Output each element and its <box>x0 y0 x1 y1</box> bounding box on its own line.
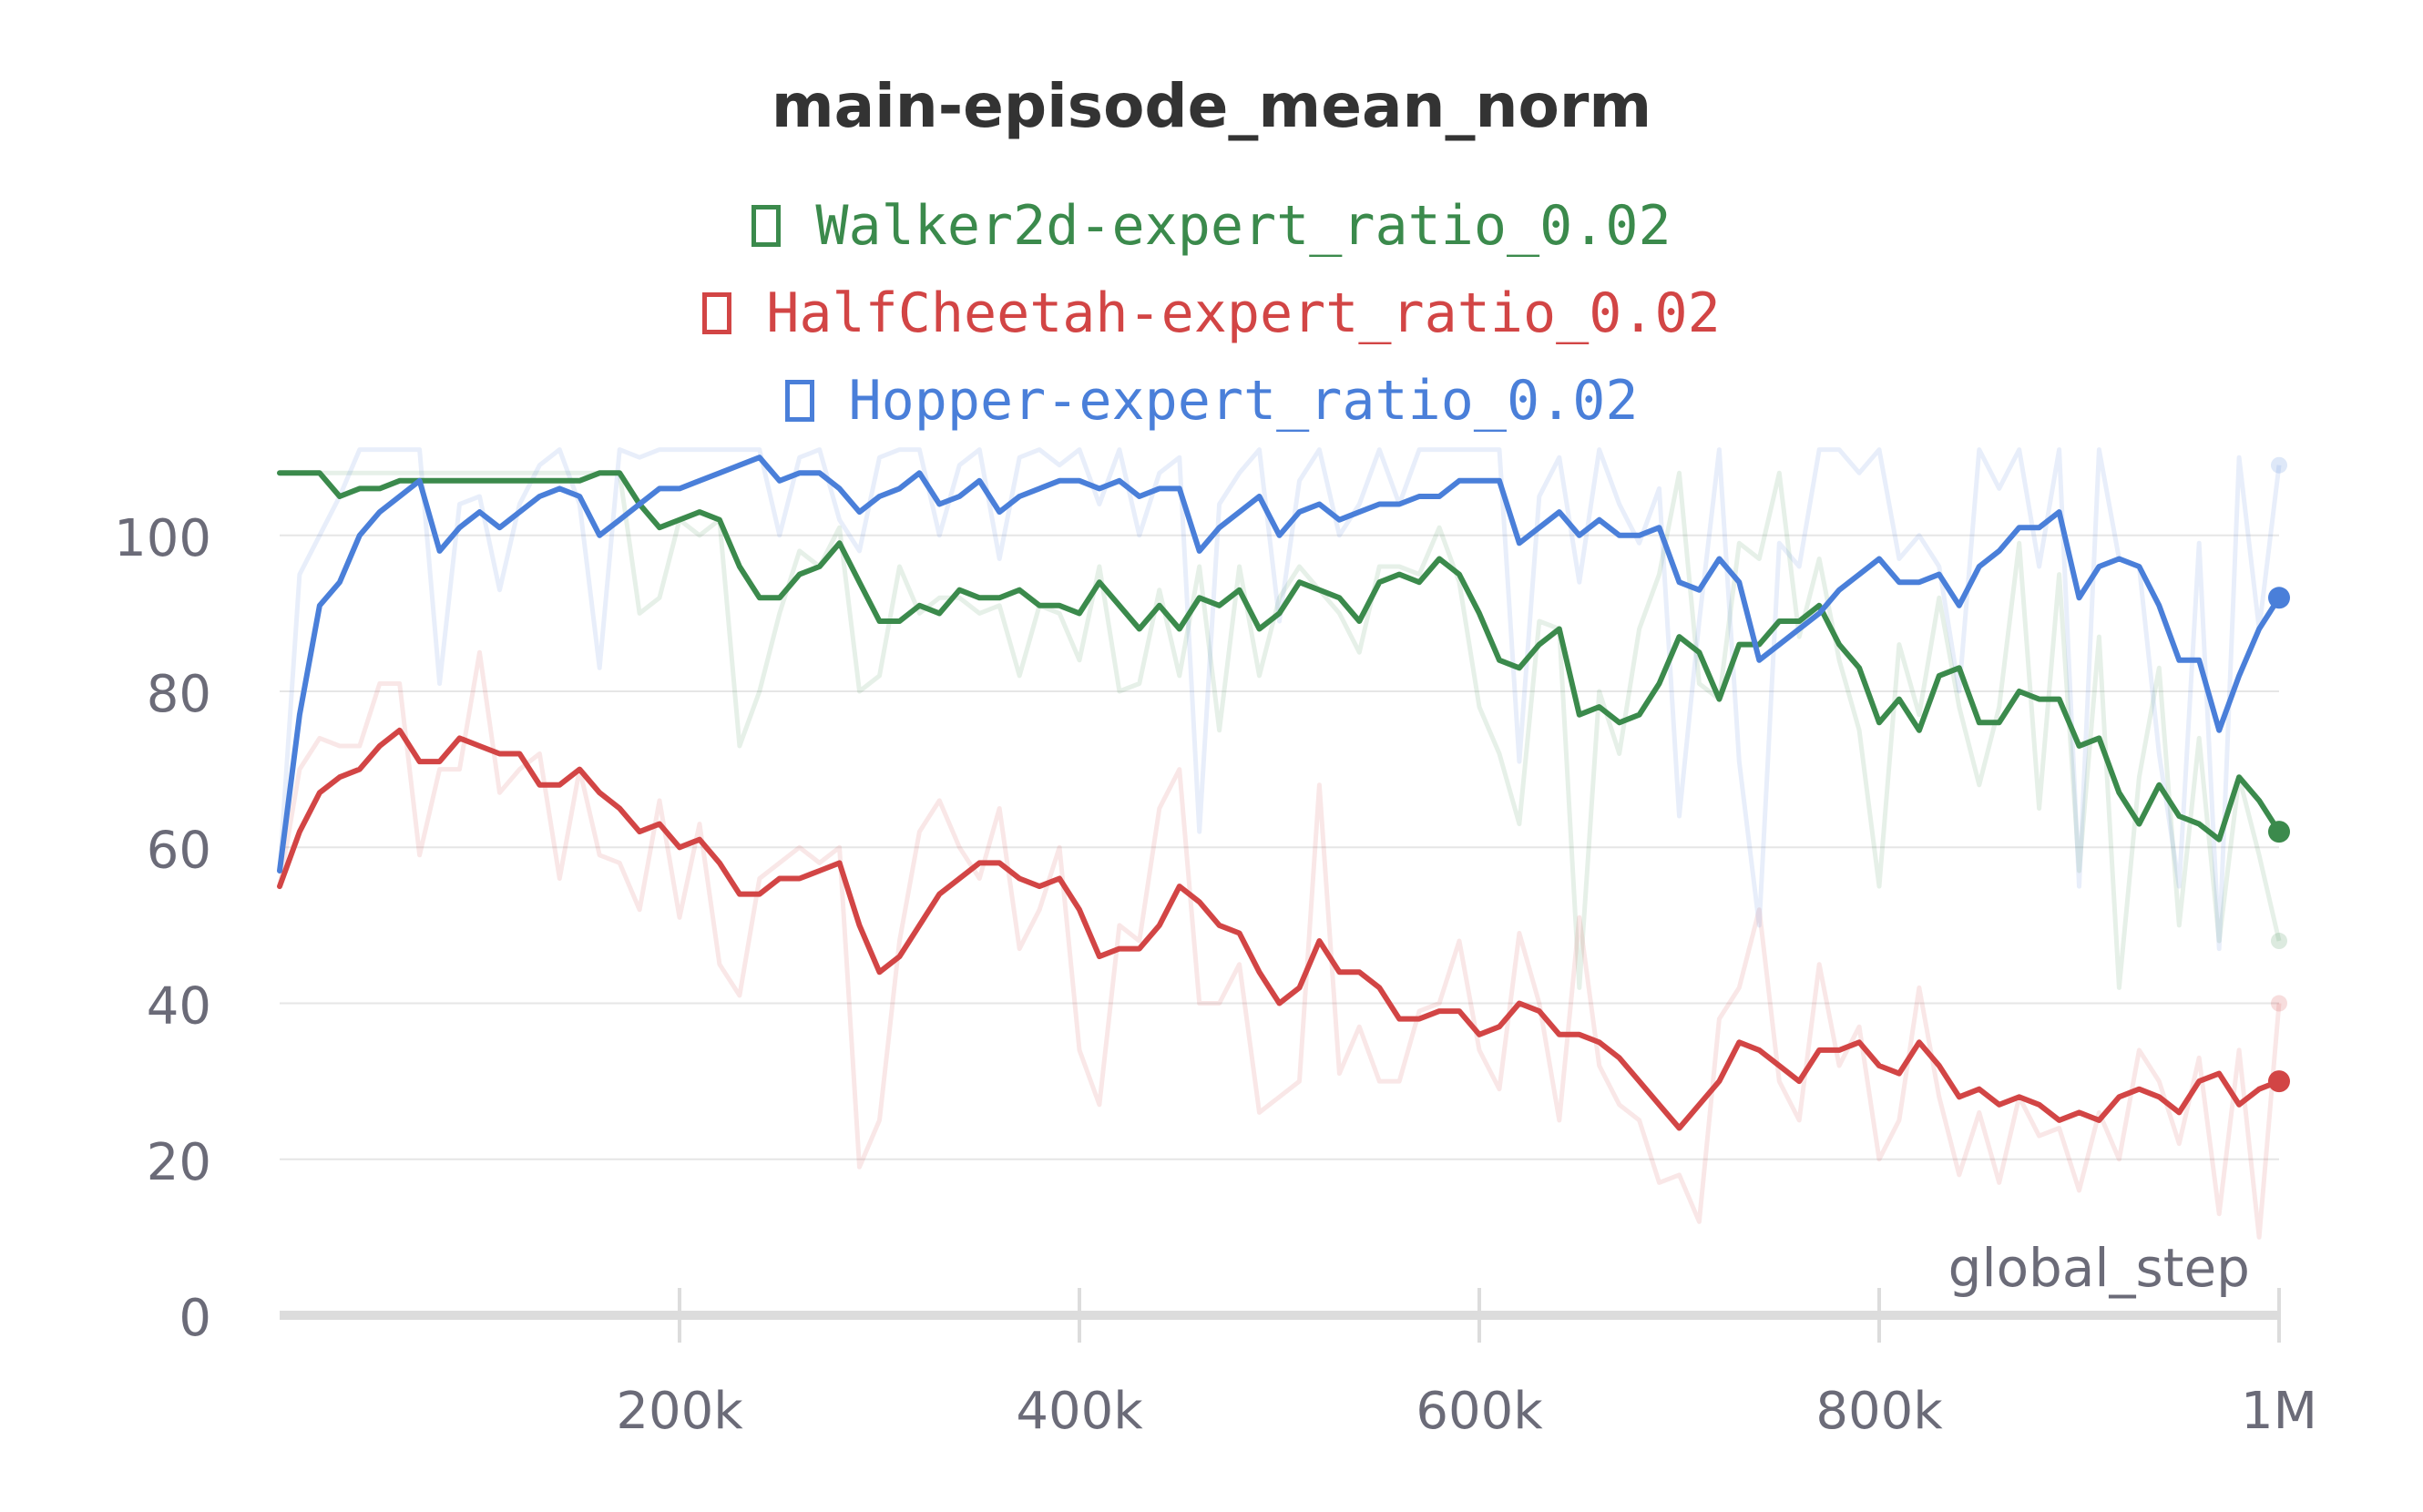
x-axis-label: global_step <box>1948 1237 2250 1299</box>
legend-swatch-halfcheetah <box>702 292 732 334</box>
x-tick-label: 1M <box>2241 1382 2317 1441</box>
raw-series-endpoint-0 <box>2271 933 2287 950</box>
raw-series-endpoint-2 <box>2271 456 2287 474</box>
legend-label-walker2d: Walker2d-expert_ratio_0.02 <box>815 194 1672 258</box>
y-tick-label: 0 <box>179 1289 211 1348</box>
y-tick-label: 80 <box>147 665 211 724</box>
x-tick-label: 200k <box>616 1382 743 1441</box>
y-tick-label: 100 <box>114 509 211 568</box>
legend-swatch-walker2d <box>751 205 782 247</box>
series-line-2 <box>277 455 2282 873</box>
x-tick-label: 400k <box>1016 1382 1143 1441</box>
raw-series-line-0 <box>280 470 2282 990</box>
legend-item-halfcheetah[interactable]: HalfCheetah-expert_ratio_0.02 <box>0 270 2423 357</box>
y-tick-label: 60 <box>147 821 211 880</box>
series-line-1 <box>277 727 2282 1131</box>
series-endpoint-2 <box>2268 587 2290 609</box>
raw-series-endpoint-1 <box>2271 995 2287 1012</box>
y-tick-label: 20 <box>147 1133 211 1192</box>
legend-item-hopper[interactable]: Hopper-expert_ratio_0.02 <box>0 357 2423 444</box>
raw-series-line-1 <box>277 649 2282 1240</box>
chart-title: main-episode_mean_norm <box>771 71 1652 141</box>
x-tick-label: 600k <box>1416 1382 1543 1441</box>
y-tick-label: 40 <box>147 977 211 1037</box>
legend-label-hopper: Hopper-expert_ratio_0.02 <box>848 369 1639 433</box>
x-tick-label: 800k <box>1815 1382 1943 1441</box>
series-endpoint-1 <box>2268 1070 2290 1093</box>
legend-item-walker2d[interactable]: Walker2d-expert_ratio_0.02 <box>0 182 2423 270</box>
series-line-0 <box>277 470 2282 843</box>
legend-label-halfcheetah: HalfCheetah-expert_ratio_0.02 <box>766 281 1721 345</box>
legend-swatch-hopper <box>784 380 814 422</box>
raw-series-line-2 <box>277 447 2282 952</box>
series-endpoint-0 <box>2268 821 2290 843</box>
chart-legend: Walker2d-expert_ratio_0.02 HalfCheetah-e… <box>0 182 2423 444</box>
